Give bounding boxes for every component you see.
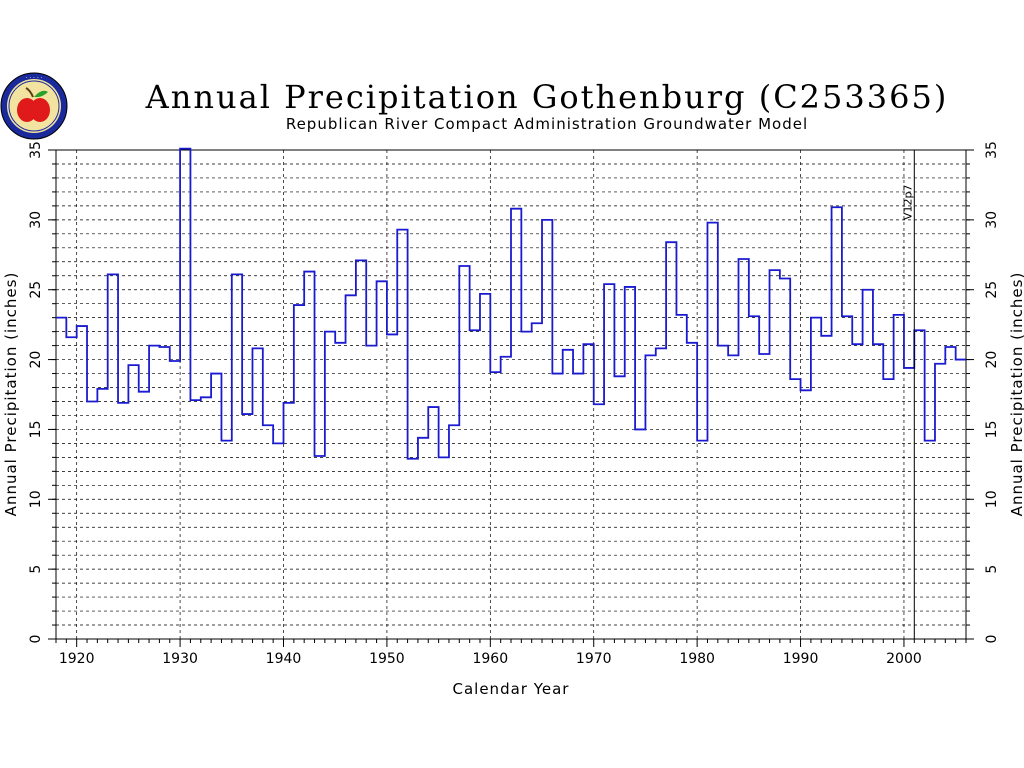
- axis-ticks: [48, 149, 974, 647]
- agency-logo-seal: · · · · ·: [0, 72, 68, 140]
- x-tick-label: 2000: [886, 651, 922, 667]
- tick-labels: 0 0 5 5 10 10 15 15 20 20 25 25 30 30 35 35 1920 1930 1940…: [28, 141, 1000, 667]
- chart-title: Annual Precipitation Gothenburg (C253365…: [145, 78, 949, 116]
- y-tick-label-right: 35: [984, 141, 1000, 159]
- x-tick-label: 1930: [162, 651, 198, 667]
- x-tick-label: 1990: [783, 651, 819, 667]
- x-tick-label: 1980: [679, 651, 715, 667]
- y-tick-label-left: 5: [28, 565, 44, 574]
- y-tick-label-right: 30: [984, 211, 1000, 229]
- precipitation-series: [56, 147, 966, 460]
- y-tick-label-left: 30: [28, 211, 44, 229]
- x-tick-label: 1960: [472, 651, 508, 667]
- y-tick-label-right: 20: [984, 351, 1000, 369]
- y-tick-label-right: 15: [984, 421, 1000, 439]
- x-tick-label: 1950: [369, 651, 405, 667]
- annotation-label: V12p7: [901, 184, 914, 220]
- y-tick-label-left: 25: [28, 281, 44, 299]
- x-tick-label: 1970: [576, 651, 612, 667]
- y-tick-label-left: 35: [28, 141, 44, 159]
- svg-text:· · · · ·: · · · · ·: [25, 75, 42, 82]
- y-tick-label-left: 0: [28, 635, 44, 644]
- x-tick-label: 1940: [266, 651, 302, 667]
- chart-subtitle: Republican River Compact Administration …: [286, 115, 808, 133]
- y-tick-label-left: 10: [28, 490, 44, 508]
- y-tick-label-right: 25: [984, 281, 1000, 299]
- y-axis-label-left: Annual Precipitation (inches): [2, 272, 20, 517]
- y-tick-label-right: 10: [984, 490, 1000, 508]
- precipitation-step-line: [56, 147, 966, 460]
- y-tick-label-left: 15: [28, 421, 44, 439]
- x-axis-label: Calendar Year: [453, 680, 570, 698]
- y-axis-label-right: Annual Precipitation (inches): [1008, 272, 1024, 517]
- y-tick-label-left: 20: [28, 351, 44, 369]
- annotation-group: V12p7: [901, 150, 915, 639]
- y-tick-label-right: 5: [984, 565, 1000, 574]
- x-tick-label: 1920: [59, 651, 95, 667]
- plot-frame: [55, 149, 967, 640]
- y-tick-label-right: 0: [984, 635, 1000, 644]
